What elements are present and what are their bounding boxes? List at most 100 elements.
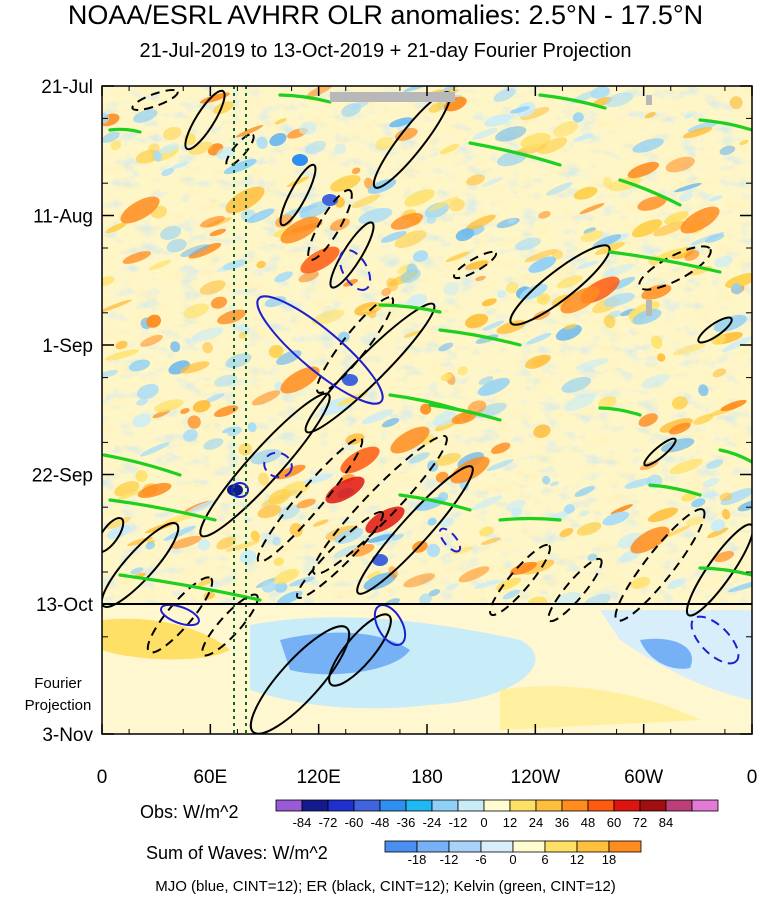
kelvin-contour: [538, 93, 607, 110]
anomaly-cell: [199, 92, 230, 104]
anomaly-cell: [439, 517, 454, 528]
anomaly-cell: [366, 571, 381, 579]
anomaly-cell: [528, 256, 557, 273]
anomaly-cell: [247, 422, 257, 433]
anomaly-cell: [223, 159, 257, 175]
anomaly-cell: [240, 209, 256, 222]
anomaly-cell: [703, 492, 717, 499]
anomaly-cell: [367, 308, 377, 319]
colorbar-level-label: -18: [408, 852, 427, 867]
colorbar-swatch: [587, 799, 615, 812]
anomaly-cell: [641, 373, 670, 389]
anomaly-cell: [520, 559, 555, 575]
anomaly-cell: [222, 426, 235, 434]
projection-field-background: [102, 604, 752, 734]
er-contour: [307, 189, 353, 261]
anomaly-cell: [590, 86, 610, 99]
anomaly-cell: [337, 391, 369, 406]
strong-anomaly-cell: [120, 196, 160, 224]
anomaly-cell: [210, 296, 228, 309]
er-contour: [643, 437, 677, 467]
anomaly-cell: [390, 213, 424, 230]
er-contour: [184, 89, 226, 151]
anomaly-cell: [730, 283, 745, 294]
anomaly-cell: [707, 404, 741, 417]
missing-data-band: [646, 300, 652, 316]
anomaly-cell: [238, 442, 253, 456]
strong-anomaly-cell: [450, 456, 490, 484]
deep-convection-cell: [372, 554, 388, 566]
anomaly-cell: [410, 216, 421, 226]
anomaly-cell: [480, 537, 502, 545]
anomaly-cell: [170, 161, 190, 170]
kelvin-contour: [698, 566, 752, 577]
anomaly-cell: [495, 126, 527, 142]
anomaly-cell: [427, 517, 437, 526]
anomaly-cell: [481, 298, 497, 307]
obs-colorbar-label: Obs: W/m^2: [140, 802, 239, 822]
anomaly-cell: [432, 411, 457, 427]
er-contour: [547, 557, 603, 623]
anomaly-cell: [135, 149, 160, 164]
anomaly-cell: [247, 208, 275, 224]
anomaly-cell: [545, 182, 573, 196]
anomaly-cell: [145, 541, 156, 550]
anomaly-cell: [538, 210, 551, 219]
anomaly-cell: [250, 449, 282, 465]
anomaly-cell: [714, 551, 735, 563]
anomaly-cell: [273, 557, 285, 566]
anomaly-cell: [505, 281, 519, 294]
anomaly-cell: [631, 219, 663, 238]
anomaly-cell: [394, 230, 427, 248]
anomaly-cell: [551, 249, 563, 260]
anomaly-cell: [671, 396, 688, 410]
anomaly-cell: [486, 459, 514, 472]
er-contour: [614, 508, 706, 622]
colorbar-level-label: -12: [449, 815, 468, 830]
anomaly-cell: [491, 442, 511, 455]
anomaly-cell: [646, 474, 663, 489]
anomaly-cell: [537, 137, 568, 155]
anomaly-cell: [526, 596, 548, 604]
anomaly-cell: [256, 260, 266, 269]
anomaly-cell: [160, 225, 182, 241]
anomaly-cell: [698, 384, 709, 397]
anomaly-cell: [288, 576, 315, 587]
anomaly-cell: [274, 381, 285, 392]
anomaly-cell: [648, 255, 660, 266]
er-contour: [329, 221, 375, 289]
anomaly-cell: [437, 491, 449, 502]
colorbar-level-label: -48: [371, 815, 390, 830]
anomaly-cell: [691, 232, 725, 245]
anomaly-cell: [274, 568, 300, 585]
anomaly-cell: [438, 342, 454, 352]
anomaly-cell: [729, 96, 743, 110]
er-contour: [304, 302, 436, 434]
anomaly-cell: [719, 145, 736, 156]
anomaly-cell: [638, 413, 658, 427]
anomaly-cell: [619, 549, 642, 563]
colorbar-swatch: [405, 799, 433, 812]
anomaly-cell: [110, 140, 122, 151]
anomaly-cell: [403, 86, 432, 92]
anomaly-cell: [367, 533, 396, 543]
anomaly-cell: [721, 336, 752, 353]
anomaly-cell: [158, 143, 180, 155]
anomaly-cell: [287, 127, 308, 139]
anomaly-cell: [235, 124, 264, 138]
anomaly-cell: [406, 294, 428, 307]
anomaly-cell: [479, 526, 494, 537]
anomaly-cell: [628, 301, 660, 320]
anomaly-cell: [168, 360, 190, 375]
anomaly-cell: [183, 429, 198, 442]
anomaly-cell: [583, 227, 597, 234]
anomaly-cell: [333, 544, 359, 559]
anomaly-cell: [286, 176, 310, 188]
anomaly-cell: [184, 132, 196, 146]
projection-warm-region: [102, 618, 230, 660]
anomaly-cell: [102, 131, 120, 143]
er-contour: [356, 465, 474, 595]
anomaly-cell: [386, 277, 399, 292]
y-tick-label: 21-Jul: [41, 77, 93, 98]
